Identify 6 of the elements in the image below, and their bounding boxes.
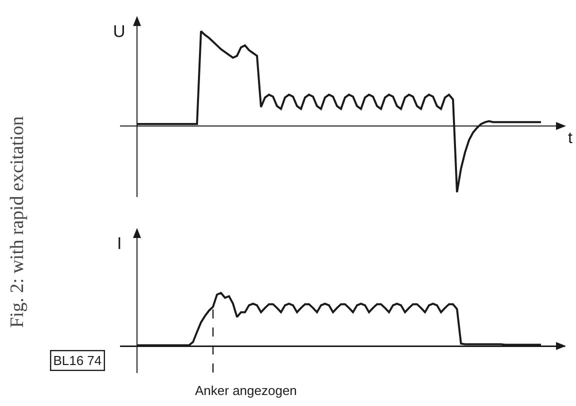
y-axis-title: U (113, 22, 126, 41)
y-axis-title: I (117, 234, 122, 253)
text: BL16 74 (53, 353, 102, 368)
x-axis-title: t (568, 130, 573, 147)
text: Fig. 2: with rapid excitation (7, 116, 29, 328)
text: Anker angezogen (195, 383, 297, 398)
